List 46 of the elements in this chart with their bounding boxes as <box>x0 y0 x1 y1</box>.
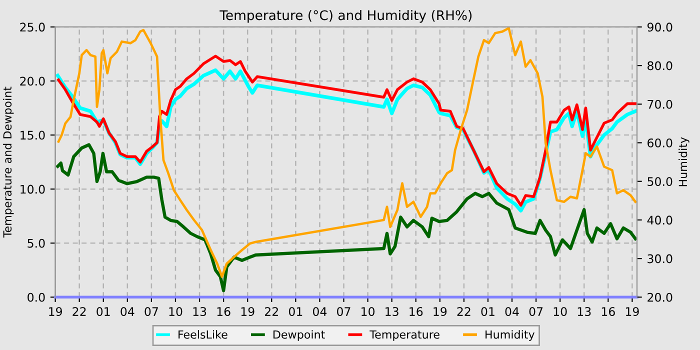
y2-axis-title: Humidity <box>678 137 690 186</box>
x-tick-label: 01 <box>288 307 302 316</box>
y2-tick-label: 40.0 <box>647 216 672 225</box>
y-tick-label: 25.0 <box>20 22 45 32</box>
x-tick-label: 16 <box>602 307 615 316</box>
y-tick-label: 10.0 <box>20 184 45 194</box>
legend-label: Humidity <box>486 330 535 341</box>
x-tick-label: 13 <box>578 307 591 316</box>
y2-tick-label: 30.0 <box>648 254 672 264</box>
x-tick-label: 22 <box>264 307 278 316</box>
y-tick-label: 15.0 <box>20 130 45 140</box>
x-tick-label: 19 <box>626 307 639 316</box>
y-tick-label: 0.0 <box>28 292 45 302</box>
y2-tick-label: 80.0 <box>648 61 672 70</box>
x-tick-label: 10 <box>554 307 567 316</box>
x-tick-label: 04 <box>312 307 327 316</box>
x-tick-label: 19 <box>241 307 254 316</box>
y-tick-label: 5.0 <box>28 238 45 248</box>
x-tick-label: 04 <box>120 307 134 316</box>
x-tick-label: 13 <box>386 307 398 316</box>
y2-tick-label: 60.0 <box>648 138 672 148</box>
y2-tick-label: 50.0 <box>648 177 672 186</box>
y2-tick-label: 90.0 <box>647 22 672 32</box>
x-tick-label: 10 <box>362 307 375 316</box>
x-tick-label: 22 <box>72 307 86 316</box>
x-tick-label: 13 <box>193 307 206 316</box>
x-tick-label: 16 <box>410 307 423 316</box>
legend-label: Dewpoint <box>273 330 325 341</box>
y2-tick-label: 70.0 <box>648 100 672 109</box>
y-tick-label: 20.0 <box>20 76 45 86</box>
x-tick-label: 04 <box>505 307 519 316</box>
y-axis-title: Temperature and Dewpoint <box>2 86 14 238</box>
x-tick-label: 01 <box>96 307 110 316</box>
chart-title: Temperature (°C) and Humidity (RH%) <box>220 10 472 23</box>
legend-label: Temperature <box>370 330 440 341</box>
x-tick-label: 19 <box>49 307 62 316</box>
legend-label: FeelsLike <box>178 330 228 339</box>
x-tick-label: 07 <box>337 307 350 316</box>
y2-tick-label: 20.0 <box>648 292 672 302</box>
x-tick-label: 01 <box>481 307 494 316</box>
x-tick-label: 10 <box>169 307 182 316</box>
x-tick-label: 19 <box>434 307 447 316</box>
x-tick-label: 07 <box>529 307 543 316</box>
x-tick-label: 07 <box>144 307 158 316</box>
x-tick-label: 16 <box>217 307 230 316</box>
x-tick-label: 22 <box>457 307 470 316</box>
